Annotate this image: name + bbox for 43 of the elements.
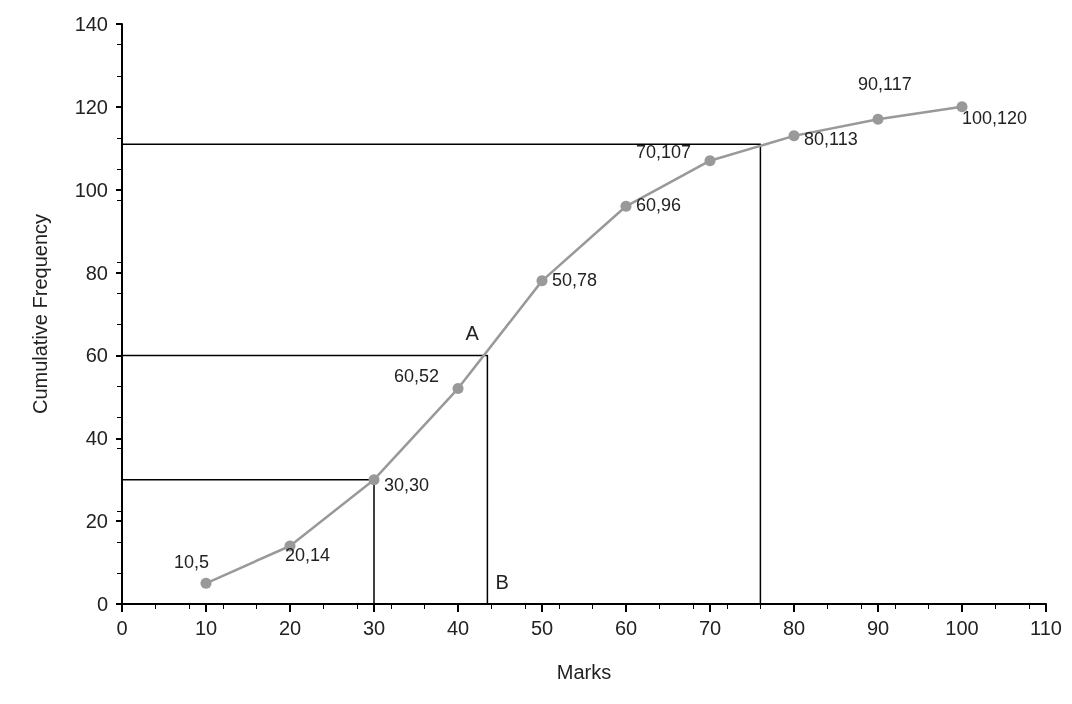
point (200, 577, 212, 589)
x-axis-title: Marks (556, 661, 612, 683)
y-tick-label: 120 (74, 95, 108, 118)
annotation: B (495, 571, 509, 593)
x-tick-label: 30 (362, 617, 386, 639)
x-tick-label: 100 (945, 617, 979, 639)
x-tick-label: 90 (866, 617, 890, 639)
x-tick-label: 60 (614, 617, 638, 639)
annotation: 60,96 (636, 195, 682, 216)
x-tick-label: 10 (194, 617, 218, 639)
annotation: 70,107 (636, 141, 692, 162)
point (872, 113, 884, 125)
y-tick-label: 100 (74, 178, 108, 201)
annotation: 90,117 (858, 74, 912, 95)
x-tick-label: 50 (530, 617, 554, 639)
annotation: 20,14 (285, 545, 331, 565)
x-tick-label: 40 (446, 617, 470, 639)
y-tick-label: 140 (74, 13, 108, 35)
y-tick-label: 0 (96, 593, 108, 615)
annotation: 10,5 (174, 552, 210, 573)
x-tick-label: 80 (782, 617, 806, 639)
y-tick-label: 20 (85, 510, 108, 533)
y-tick-label: 80 (85, 261, 108, 284)
point (956, 101, 968, 113)
annotation: A (465, 322, 480, 345)
x-tick-label: 70 (698, 617, 722, 639)
annotation: 30,30 (384, 474, 430, 495)
point (368, 474, 380, 486)
annotation: 80,113 (804, 128, 858, 149)
annotation: 60,52 (394, 365, 440, 386)
annotation: 100,120 (962, 107, 1028, 128)
x-tick-label: 0 (116, 617, 128, 639)
point (620, 200, 632, 212)
point (788, 130, 800, 142)
x-tick-label: 20 (278, 617, 302, 639)
x-tick-label: 110 (1030, 617, 1062, 639)
y-tick-label: 60 (85, 344, 108, 367)
annotation: 50,78 (552, 269, 598, 290)
point (536, 275, 548, 287)
y-tick-label: 40 (85, 427, 108, 450)
y-axis-title: Cumulative Frequency (29, 213, 51, 415)
point (704, 155, 716, 167)
point (452, 383, 464, 395)
